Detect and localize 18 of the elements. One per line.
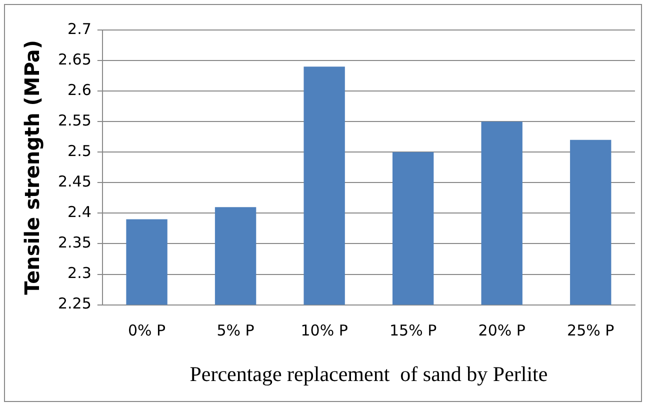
- x-tick-label: 5% P: [216, 322, 254, 340]
- y-tick-label: 2.4: [68, 203, 92, 222]
- y-tick-label: 2.55: [58, 111, 92, 130]
- y-tick-label: 2.5: [68, 142, 92, 160]
- y-tick-label: 2.65: [58, 50, 92, 68]
- x-tick-label: 0% P: [128, 322, 166, 340]
- x-axis-title: Percentage replacement of sand by Perlite: [190, 362, 548, 386]
- x-tick-label: 15% P: [390, 322, 437, 340]
- x-tick-label: 10% P: [300, 322, 348, 340]
- x-tick-label: 25% P: [567, 322, 614, 340]
- y-tick-label: 2.7: [68, 20, 92, 38]
- x-tick-label: 20% P: [478, 322, 526, 340]
- y-tick-label: 2.35: [58, 234, 92, 252]
- y-axis-title: Tensile strength (MPa): [20, 40, 44, 295]
- y-tick-label: 2.6: [68, 80, 92, 99]
- y-tick-label: 2.45: [58, 172, 92, 191]
- y-tick-label: 2.3: [68, 264, 92, 282]
- y-tick-label: 2.25: [58, 294, 92, 313]
